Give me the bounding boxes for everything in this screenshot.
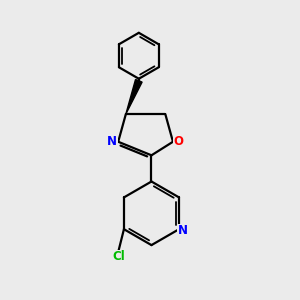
- Text: N: N: [107, 135, 117, 148]
- Polygon shape: [126, 80, 142, 114]
- Text: N: N: [178, 224, 188, 237]
- Text: Cl: Cl: [112, 250, 125, 263]
- Text: O: O: [174, 135, 184, 148]
